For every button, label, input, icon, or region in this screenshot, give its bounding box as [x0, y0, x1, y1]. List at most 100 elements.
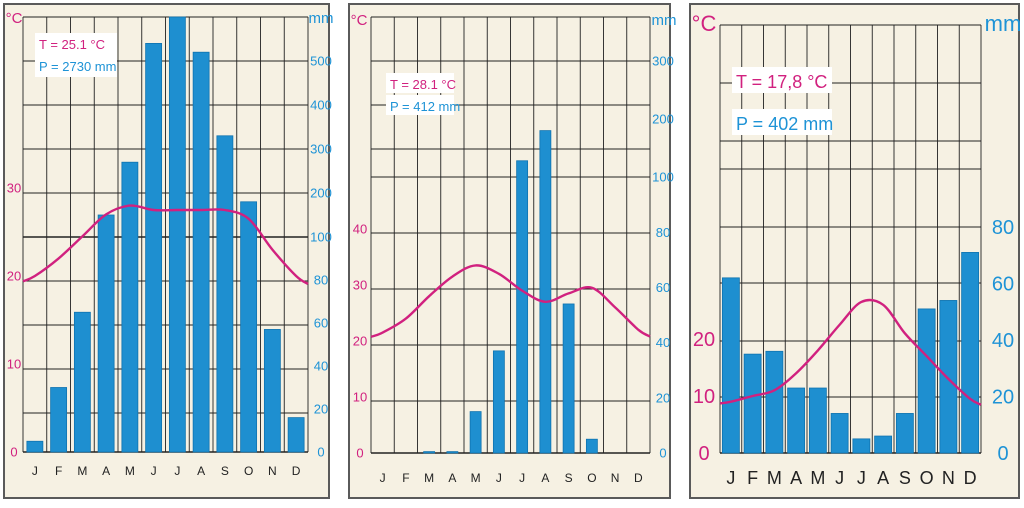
precip-bar	[121, 161, 139, 453]
month-label: J	[857, 468, 866, 488]
precip-bar	[743, 353, 762, 454]
precip-bar	[168, 16, 186, 453]
summary-temp-bg	[732, 67, 832, 93]
precip-bar	[50, 387, 68, 453]
precip-bar	[539, 130, 552, 454]
precip-bar	[216, 135, 234, 453]
summary-precip: P = 2730 mm	[39, 59, 116, 74]
precip-tick-label: 200	[310, 186, 332, 201]
precip-bar	[765, 350, 784, 454]
summary-temp-bg	[386, 73, 454, 93]
temp-tick-label: 10	[7, 357, 21, 372]
precip-bar	[917, 308, 936, 454]
precip-tick-label: 40	[992, 330, 1014, 352]
precip-tick-label: 0	[997, 443, 1008, 465]
summary-precip-bg	[732, 109, 832, 135]
precip-bar	[721, 277, 740, 454]
precip-tick-label: 60	[656, 280, 670, 295]
temp-tick-label: 10	[693, 386, 715, 408]
temp-tick-label: 0	[356, 446, 363, 461]
precip-tick-label: 60	[314, 316, 328, 331]
month-label: M	[471, 471, 481, 485]
month-label: F	[747, 468, 758, 488]
precip-tick-label: 500	[310, 54, 332, 69]
precip-bar	[961, 252, 980, 454]
month-label: M	[810, 468, 825, 488]
month-label: A	[541, 471, 549, 485]
temp-tick-label: 30	[353, 278, 367, 293]
month-label: M	[125, 464, 135, 478]
month-label: J	[726, 468, 735, 488]
precip-bar	[808, 387, 827, 454]
temperature-line	[22, 204, 309, 285]
summary-temp: T = 17,8 °C	[736, 72, 827, 92]
precip-bar	[939, 300, 958, 454]
month-label: N	[611, 471, 620, 485]
precip-bar	[895, 413, 914, 454]
precip-bar	[830, 413, 849, 454]
precip-tick-label: 300	[652, 54, 674, 69]
precip-bar	[516, 160, 529, 454]
month-label: S	[899, 468, 911, 488]
month-label: O	[244, 464, 253, 478]
precip-bar	[240, 201, 258, 453]
month-label: J	[151, 464, 157, 478]
month-label: A	[448, 471, 456, 485]
temp-unit-label: °C	[6, 10, 23, 27]
precip-tick-label: 0	[659, 446, 666, 461]
temp-tick-label: 10	[353, 390, 367, 405]
month-label: M	[424, 471, 434, 485]
precip-bar	[192, 51, 210, 453]
temp-tick-label: 20	[7, 269, 21, 284]
precip-unit-label: mm	[309, 10, 334, 27]
month-label: A	[102, 464, 110, 478]
precip-tick-label: 20	[656, 390, 670, 405]
precip-bar	[852, 438, 871, 454]
precip-tick-label: 80	[656, 225, 670, 240]
precip-bar	[787, 387, 806, 454]
temperature-line	[370, 264, 651, 338]
precip-bar	[585, 438, 598, 454]
temp-tick-label: 40	[353, 222, 367, 237]
precip-bar	[287, 417, 305, 453]
climate-chart-3: 0 10 20 0 20 40 60 80 °C mm J F M A M J J A S O N D T = 17,8 °…	[689, 3, 1022, 499]
precip-tick-label: 100	[310, 230, 332, 245]
month-label: M	[77, 464, 87, 478]
month-label: J	[174, 464, 180, 478]
precip-bar	[145, 43, 163, 453]
precip-bar	[423, 451, 436, 454]
precip-tick-label: 20	[992, 387, 1014, 409]
summary-precip: P = 402 mm	[736, 114, 833, 134]
month-label: D	[634, 471, 643, 485]
month-label: N	[942, 468, 955, 488]
month-label: J	[496, 471, 502, 485]
precip-unit-label: mm	[652, 12, 677, 29]
month-label: F	[55, 464, 62, 478]
summary-precip: P = 412 mm	[390, 99, 460, 114]
temp-tick-label: 0	[698, 443, 709, 465]
precip-tick-label: 200	[652, 112, 674, 127]
month-label: J	[835, 468, 844, 488]
precip-bar	[97, 214, 115, 453]
month-label: A	[790, 468, 802, 488]
precip-bar	[469, 411, 482, 454]
temp-tick-label: 20	[693, 329, 715, 351]
precip-bar	[492, 350, 505, 454]
climate-chart-2: 0 10 20 30 40 0 20 40 60 80 100 200 300 °C mm J F M A M J J A S…	[348, 3, 677, 499]
month-label: S	[565, 471, 573, 485]
summary-temp: T = 25.1 °C	[39, 37, 105, 52]
precip-unit-label: mm	[985, 11, 1022, 36]
precip-tick-label: 80	[992, 217, 1014, 239]
month-label: A	[197, 464, 205, 478]
precip-bar	[73, 311, 91, 453]
month-label: J	[32, 464, 38, 478]
month-label: N	[268, 464, 277, 478]
precip-tick-label: 400	[310, 98, 332, 113]
precip-bar	[874, 435, 893, 454]
climate-chart-1: 0 10 20 30 0 20 40 60 80 100 200 300 400 500 °C mm J F M A M…	[3, 3, 334, 499]
precip-tick-label: 80	[314, 273, 328, 288]
precip-tick-label: 0	[317, 445, 324, 460]
temp-unit-label: °C	[351, 12, 368, 29]
